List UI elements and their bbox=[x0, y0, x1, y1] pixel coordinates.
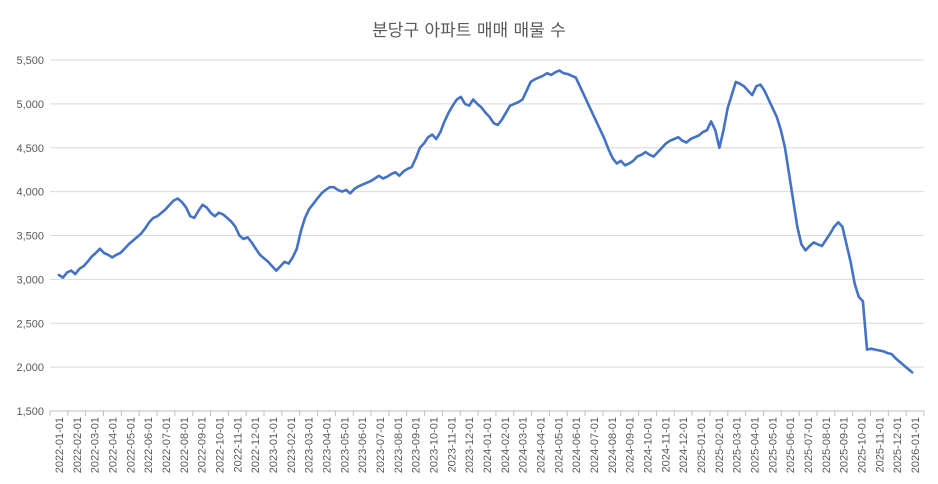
x-tick-label: 2022-12-01 bbox=[250, 417, 262, 473]
x-tick-label: 2024-02-01 bbox=[500, 417, 512, 473]
x-tick-label: 2025-01-01 bbox=[696, 417, 708, 473]
y-axis-tick-labels: 1,500 2,000 2,500 3,000 3,500 4,000 4,500 5,000… bbox=[16, 55, 44, 418]
x-tick-label: 2023-12-01 bbox=[464, 417, 476, 473]
x-tick-label: 2022-11-01 bbox=[232, 417, 244, 472]
x-tick-label: 2025-09-01 bbox=[839, 417, 851, 473]
series-line-0 bbox=[57, 69, 914, 374]
x-tick-label: 2023-09-01 bbox=[411, 417, 423, 473]
x-tick-label: 2022-04-01 bbox=[107, 417, 119, 473]
x-tick-label: 2023-11-01 bbox=[446, 417, 458, 472]
x-tick-label: 2025-04-01 bbox=[750, 417, 762, 473]
x-tick-label: 2024-11-01 bbox=[660, 417, 672, 472]
y-tick-label: 3,500 bbox=[16, 231, 44, 243]
x-tick-label: 2024-10-01 bbox=[643, 417, 655, 473]
x-tick-label: 2023-03-01 bbox=[304, 417, 316, 473]
x-tick-label: 2022-06-01 bbox=[143, 417, 155, 473]
x-tick-label: 2025-07-01 bbox=[803, 417, 815, 473]
x-tick-label: 2022-03-01 bbox=[90, 417, 102, 473]
x-tick-label: 2025-06-01 bbox=[785, 417, 797, 473]
x-tick-label: 2023-02-01 bbox=[286, 417, 298, 473]
x-tick-label: 2025-10-01 bbox=[857, 417, 869, 473]
x-tick-label: 2022-02-01 bbox=[72, 417, 84, 473]
x-tick-label: 2024-09-01 bbox=[625, 417, 637, 473]
x-tick-label: 2022-09-01 bbox=[197, 417, 209, 473]
x-tick-label: 2025-03-01 bbox=[732, 417, 744, 473]
x-tick-label: 2023-05-01 bbox=[339, 417, 351, 473]
y-tick-label: 4,000 bbox=[16, 187, 44, 199]
series-layer bbox=[57, 69, 914, 374]
x-tick-label: 2025-02-01 bbox=[714, 417, 726, 473]
x-tick-label: 2022-07-01 bbox=[161, 417, 173, 473]
x-tick-label: 2023-07-01 bbox=[375, 417, 387, 473]
x-tick-label: 2024-04-01 bbox=[536, 417, 548, 473]
y-tick-label: 1,500 bbox=[16, 406, 44, 418]
x-tick-label: 2025-12-01 bbox=[892, 417, 904, 473]
x-tick-label: 2024-01-01 bbox=[482, 417, 494, 473]
x-tick-label: 2024-07-01 bbox=[589, 417, 601, 473]
x-tick-label: 2025-11-01 bbox=[874, 417, 886, 472]
x-tick-label: 2023-10-01 bbox=[428, 417, 440, 473]
x-tick-label: 2024-05-01 bbox=[553, 417, 565, 473]
y-tick-label: 5,500 bbox=[16, 55, 44, 67]
x-tick-label: 2022-05-01 bbox=[125, 417, 137, 473]
x-tick-label: 2025-05-01 bbox=[767, 417, 779, 473]
x-tick-label: 2024-03-01 bbox=[518, 417, 530, 473]
x-tick-label: 2024-12-01 bbox=[678, 417, 690, 473]
y-tick-label: 2,000 bbox=[16, 362, 44, 374]
x-tick-label: 2026-01-01 bbox=[910, 417, 922, 473]
x-tick-label: 2025-08-01 bbox=[821, 417, 833, 473]
x-tick-label: 2022-01-01 bbox=[54, 417, 66, 473]
x-tick-label: 2024-06-01 bbox=[571, 417, 583, 473]
x-tick-label: 2022-08-01 bbox=[179, 417, 191, 473]
x-tick-label: 2023-04-01 bbox=[321, 417, 333, 473]
x-tick-label: 2023-08-01 bbox=[393, 417, 405, 473]
chart-title: 분당구 아파트 매매 매물 수 bbox=[372, 21, 566, 41]
x-tick-label: 2023-06-01 bbox=[357, 417, 369, 473]
y-tick-label: 3,000 bbox=[16, 274, 44, 286]
x-tick-label: 2022-10-01 bbox=[214, 417, 226, 473]
y-tick-label: 4,500 bbox=[16, 143, 44, 155]
gridlines bbox=[50, 59, 924, 412]
y-tick-label: 5,000 bbox=[16, 99, 44, 111]
x-tick-label: 2024-08-01 bbox=[607, 417, 619, 473]
x-axis-tick-labels: 2022-01-01 2022-02-01 2022-03-01 2022-04-01… bbox=[49, 411, 925, 473]
x-tick-label: 2023-01-01 bbox=[268, 417, 280, 473]
y-tick-label: 2,500 bbox=[16, 318, 44, 330]
